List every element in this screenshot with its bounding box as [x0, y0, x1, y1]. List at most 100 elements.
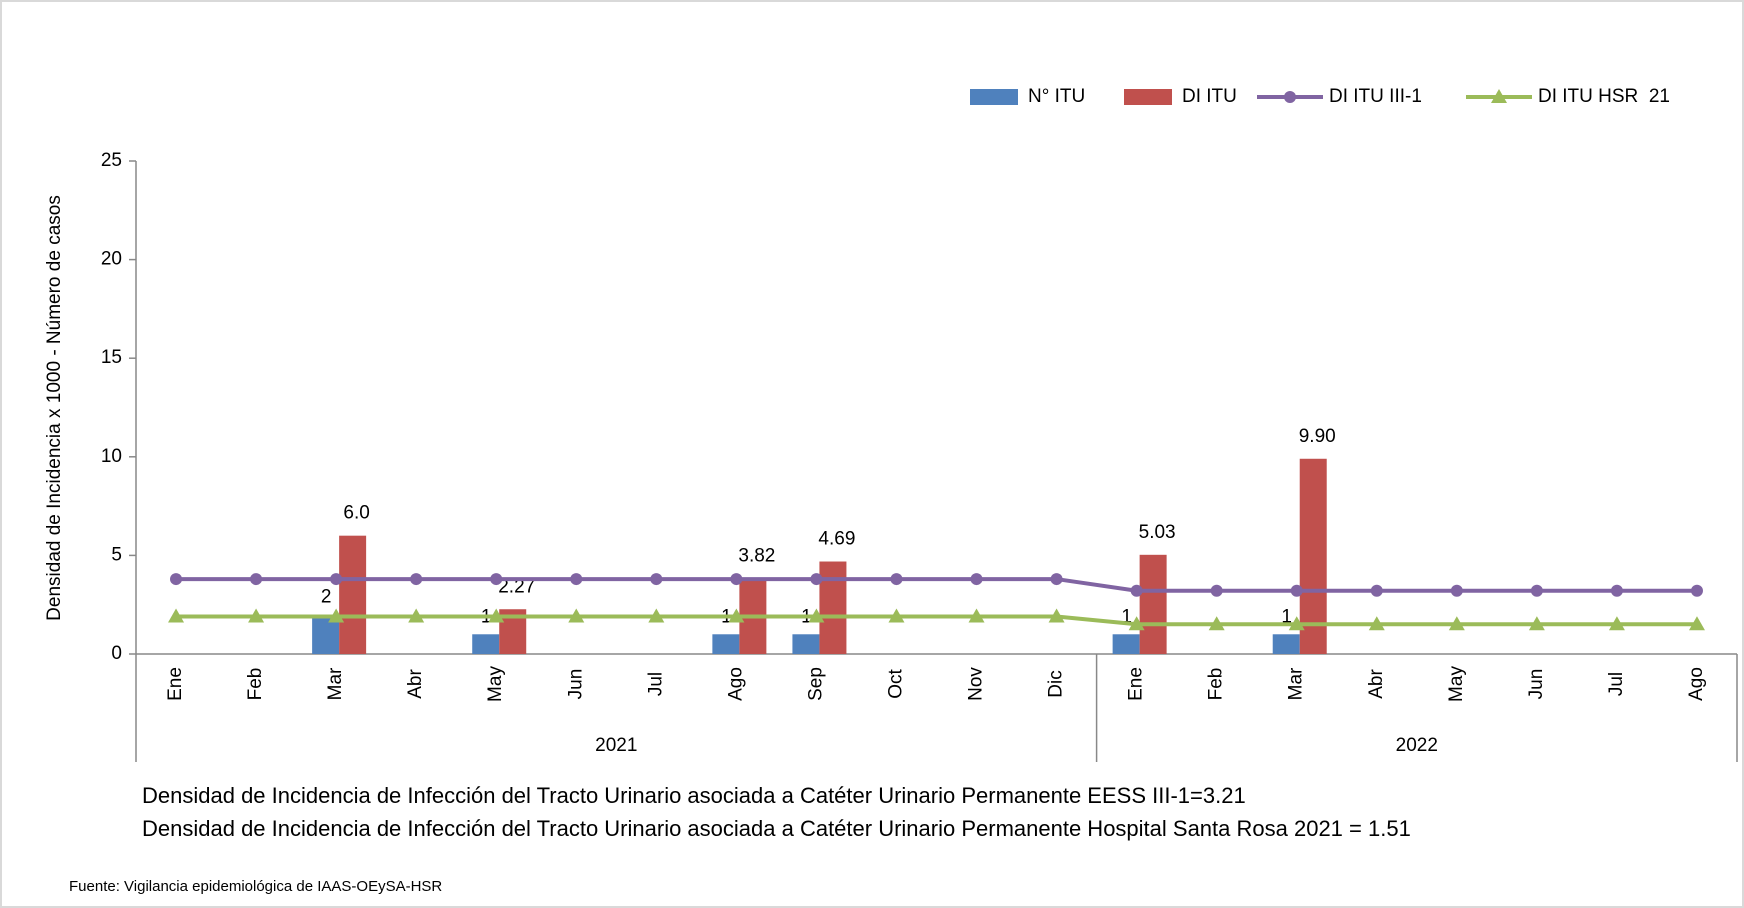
marker: [1528, 616, 1545, 631]
marker: [408, 608, 425, 623]
marker: [248, 608, 265, 623]
marker: [890, 573, 903, 586]
marker: [648, 608, 665, 623]
marker: [170, 573, 183, 586]
data-label: 3.82: [738, 546, 775, 567]
data-label: 1: [1121, 606, 1132, 627]
marker: [488, 608, 505, 623]
data-label: 9.90: [1299, 426, 1336, 447]
bar: [819, 561, 847, 654]
x-tick-label: Feb: [1206, 668, 1227, 701]
marker: [1130, 584, 1143, 597]
y-tick-label: 5: [111, 544, 122, 565]
legend-swatch: [970, 89, 1018, 105]
marker: [1128, 616, 1145, 631]
note: Densidad de Incidencia de Infección del …: [142, 816, 1411, 841]
legend-marker: [1491, 89, 1507, 103]
x-tick-label: Jun: [565, 669, 586, 700]
data-label: 6.0: [343, 503, 369, 524]
legend-marker: [1284, 91, 1296, 103]
y-tick-label: 15: [101, 347, 122, 368]
bar: [1112, 634, 1140, 654]
y-axis-label: Densidad de Incidencia x 1000 - Número d…: [44, 195, 65, 621]
bar: [712, 634, 740, 654]
x-tick-label: Dic: [1046, 670, 1067, 697]
line: [176, 614, 1697, 627]
x-tick-label: Nov: [966, 667, 987, 701]
bar: [1299, 458, 1327, 654]
marker: [1690, 584, 1703, 597]
x-tick-label: Ene: [165, 667, 186, 701]
x-tick-label: Oct: [885, 669, 906, 699]
marker: [1448, 616, 1465, 631]
x-tick-label: Jul: [1606, 672, 1627, 696]
data-label: 2.27: [498, 576, 535, 597]
marker: [250, 573, 263, 586]
line: [176, 577, 1697, 593]
bar: [472, 634, 500, 654]
legend-swatch: [1124, 89, 1172, 105]
marker: [1608, 616, 1625, 631]
marker: [410, 573, 423, 586]
bar: [1272, 634, 1300, 654]
marker: [168, 608, 185, 623]
y-tick-label: 25: [101, 150, 122, 171]
group-label: 2021: [595, 735, 637, 756]
x-tick-label: Jul: [645, 672, 666, 696]
marker: [568, 608, 585, 623]
x-tick-label: Mar: [325, 667, 346, 700]
legend-label: DI ITU HSR 21: [1538, 86, 1670, 107]
marker: [730, 573, 743, 586]
bar: [792, 634, 820, 654]
marker: [1530, 584, 1543, 597]
data-label: 5.03: [1139, 522, 1176, 543]
marker: [1050, 573, 1063, 586]
bar: [1139, 554, 1167, 654]
legend-label: DI ITU III-1: [1329, 86, 1422, 107]
y-tick-label: 10: [101, 446, 122, 467]
marker: [490, 573, 503, 586]
x-tick-label: Abr: [405, 669, 426, 699]
marker: [728, 608, 745, 623]
bar: [339, 535, 367, 654]
marker: [968, 608, 985, 623]
note: Densidad de Incidencia de Infección del …: [142, 783, 1246, 808]
legend-label: N° ITU: [1028, 86, 1085, 107]
marker: [328, 608, 345, 623]
x-tick-label: Abr: [1366, 669, 1387, 699]
marker: [330, 573, 343, 586]
data-label: 1: [1281, 606, 1292, 627]
marker: [570, 573, 583, 586]
marker: [1450, 584, 1463, 597]
marker: [1610, 584, 1623, 597]
x-tick-label: Mar: [1286, 667, 1307, 700]
y-tick-label: 0: [111, 643, 122, 664]
marker: [888, 608, 905, 623]
x-tick-label: Ago: [725, 667, 746, 701]
marker: [970, 573, 983, 586]
x-tick-label: May: [485, 666, 506, 702]
y-tick-label: 20: [101, 249, 122, 270]
marker: [808, 608, 825, 623]
marker: [1288, 616, 1305, 631]
data-label: 4.69: [818, 529, 855, 550]
marker: [1370, 584, 1383, 597]
x-tick-label: Feb: [245, 668, 266, 701]
legend-label: DI ITU: [1182, 86, 1237, 107]
marker: [1290, 584, 1303, 597]
x-tick-label: Jun: [1526, 669, 1547, 700]
data-label: 2: [321, 587, 332, 608]
marker: [1688, 616, 1705, 631]
x-tick-label: May: [1446, 666, 1467, 702]
marker: [810, 573, 823, 586]
marker: [1210, 584, 1223, 597]
x-tick-label: Ago: [1686, 667, 1707, 701]
x-tick-label: Sep: [805, 667, 826, 701]
marker: [650, 573, 663, 586]
x-tick-label: Ene: [1126, 667, 1147, 701]
source: Fuente: Vigilancia epidemiológica de IAA…: [69, 878, 442, 895]
marker: [1048, 608, 1065, 623]
marker: [1208, 616, 1225, 631]
